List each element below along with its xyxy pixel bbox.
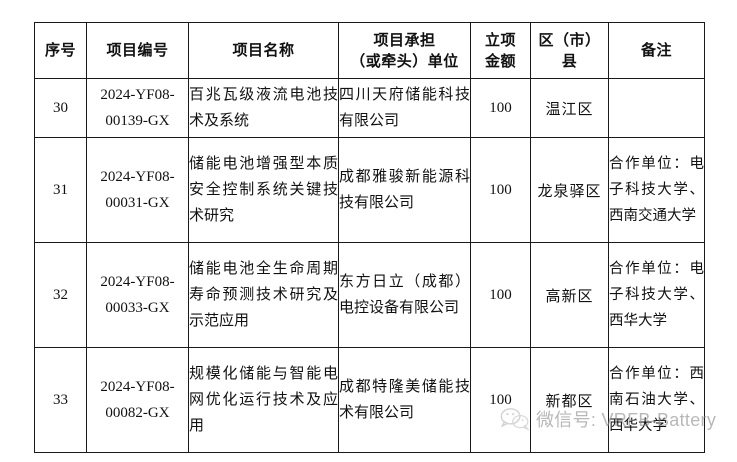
cell-project-code-line2: 00139-GX <box>105 113 170 129</box>
cell-district: 高新区 <box>530 242 609 348</box>
cell-amount: 100 <box>470 78 531 138</box>
header-amount-line1: 立项 <box>484 31 516 49</box>
project-table-container: 序号 项目编号 项目名称 项目承担 （或牵头）单位 立项 金额 区（市）县 备注… <box>34 22 705 453</box>
project-approval-table: 序号 项目编号 项目名称 项目承担 （或牵头）单位 立项 金额 区（市）县 备注… <box>34 22 705 453</box>
cell-project-name: 储能电池全生命周期寿命预测技术研究及示范应用 <box>188 242 339 348</box>
cell-remark: 合作单位：电子科技大学、西华大学 <box>608 242 705 348</box>
cell-amount: 100 <box>470 347 531 453</box>
table-row: 33 2024-YF08- 00082-GX 规模化储能与智能电网优化运行技术及… <box>34 347 705 453</box>
cell-undertaking-unit: 四川天府储能科技有限公司 <box>338 78 471 138</box>
cell-project-code-line1: 2024-YF08- <box>100 87 175 103</box>
table-row: 30 2024-YF08- 00139-GX 百兆瓦级液流电池技术及系统 四川天… <box>34 78 705 138</box>
cell-amount: 100 <box>470 137 531 243</box>
header-undertaking-unit: 项目承担 （或牵头）单位 <box>338 22 471 79</box>
cell-project-code-line1: 2024-YF08- <box>100 274 175 290</box>
table-row: 32 2024-YF08- 00033-GX 储能电池全生命周期寿命预测技术研究… <box>34 242 705 348</box>
cell-project-code-line2: 00033-GX <box>105 300 170 316</box>
cell-seq: 31 <box>34 137 87 243</box>
cell-undertaking-unit: 成都特隆美储能技术有限公司 <box>338 347 471 453</box>
header-undertaking-unit-line2: （或牵头）单位 <box>350 52 459 70</box>
cell-district: 温江区 <box>530 78 609 138</box>
header-district: 区（市）县 <box>530 22 609 79</box>
header-amount-line2: 金额 <box>484 52 516 70</box>
cell-project-code: 2024-YF08- 00139-GX <box>86 78 189 138</box>
header-row: 序号 项目编号 项目名称 项目承担 （或牵头）单位 立项 金额 区（市）县 备注 <box>34 22 705 79</box>
cell-project-name: 储能电池增强型本质安全控制系统关键技术研究 <box>188 137 339 243</box>
cell-remark: 合作单位：西南石油大学、西华大学 <box>608 347 705 453</box>
cell-seq: 30 <box>34 78 87 138</box>
cell-project-code-line2: 00082-GX <box>105 405 170 421</box>
cell-project-code: 2024-YF08- 00082-GX <box>86 347 189 453</box>
cell-seq: 33 <box>34 347 87 453</box>
cell-remark: 合作单位：电子科技大学、西南交通大学 <box>608 137 705 243</box>
cell-district: 新都区 <box>530 347 609 453</box>
cell-remark <box>608 78 705 138</box>
cell-project-name: 规模化储能与智能电网优化运行技术及应用 <box>188 347 339 453</box>
header-project-code: 项目编号 <box>86 22 189 79</box>
cell-undertaking-unit: 成都雅骏新能源科技有限公司 <box>338 137 471 243</box>
cell-seq: 32 <box>34 242 87 348</box>
header-seq: 序号 <box>34 22 87 79</box>
header-undertaking-unit-line1: 项目承担 <box>373 31 436 49</box>
header-project-name: 项目名称 <box>188 22 339 79</box>
cell-project-code-line1: 2024-YF08- <box>100 169 175 185</box>
table-body: 30 2024-YF08- 00139-GX 百兆瓦级液流电池技术及系统 四川天… <box>34 78 705 453</box>
cell-project-code-line1: 2024-YF08- <box>100 379 175 395</box>
cell-project-name: 百兆瓦级液流电池技术及系统 <box>188 78 339 138</box>
cell-project-code: 2024-YF08- 00031-GX <box>86 137 189 243</box>
cell-project-code: 2024-YF08- 00033-GX <box>86 242 189 348</box>
cell-undertaking-unit: 东方日立（成都）电控设备有限公司 <box>338 242 471 348</box>
header-remark: 备注 <box>608 22 705 79</box>
cell-district: 龙泉驿区 <box>530 137 609 243</box>
table-header: 序号 项目编号 项目名称 项目承担 （或牵头）单位 立项 金额 区（市）县 备注 <box>34 22 705 79</box>
header-amount: 立项 金额 <box>470 22 531 79</box>
cell-project-code-line2: 00031-GX <box>105 195 170 211</box>
table-row: 31 2024-YF08- 00031-GX 储能电池增强型本质安全控制系统关键… <box>34 137 705 243</box>
cell-amount: 100 <box>470 242 531 348</box>
